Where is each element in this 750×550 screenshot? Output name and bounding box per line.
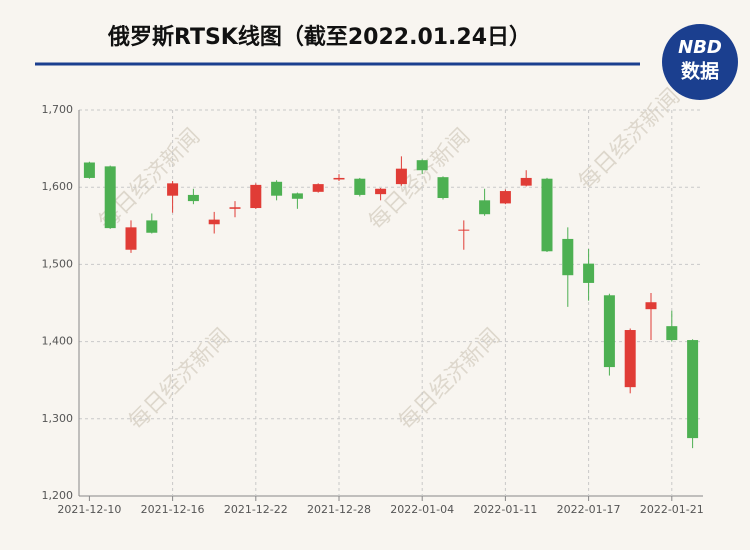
y-tick-label: 1,200 <box>42 489 74 502</box>
candle-body <box>541 178 553 252</box>
x-tick-label: 2022-01-04 <box>390 503 454 516</box>
x-tick-label: 2021-12-16 <box>141 503 205 516</box>
candle-body <box>520 177 532 186</box>
y-tick-label: 1,300 <box>42 412 74 425</box>
logo-bottom: 数据 <box>681 60 719 83</box>
candle-body <box>312 184 324 192</box>
candle-body <box>458 229 470 231</box>
candle-body <box>187 194 199 202</box>
x-tick-label: 2021-12-28 <box>307 503 371 516</box>
candle-body <box>666 326 678 341</box>
candle-body <box>416 160 428 171</box>
candle-body <box>479 200 491 215</box>
x-tick-label: 2022-01-21 <box>640 503 704 516</box>
x-tick-label: 2022-01-11 <box>473 503 537 516</box>
candle-body <box>583 263 595 283</box>
candle-body <box>271 181 283 196</box>
candle-body <box>645 302 657 310</box>
x-tick-label: 2021-12-22 <box>224 503 288 516</box>
y-tick-label: 1,400 <box>42 335 74 348</box>
candle-body <box>624 330 636 388</box>
candle-body <box>146 220 158 233</box>
candle-body <box>354 178 366 195</box>
candle-body <box>395 168 407 185</box>
candle-body <box>499 191 511 204</box>
candle-body <box>208 219 220 225</box>
candle-body <box>603 295 615 368</box>
candle-body <box>375 188 387 195</box>
candle-body <box>229 207 241 209</box>
x-tick-label: 2022-01-17 <box>557 503 621 516</box>
candle-body <box>437 177 449 199</box>
y-tick-label: 1,500 <box>42 257 74 270</box>
candle-body <box>125 227 137 250</box>
logo <box>662 24 738 100</box>
logo-top: NBD <box>678 37 722 58</box>
y-tick-label: 1,600 <box>42 180 74 193</box>
x-tick-label: 2021-12-10 <box>57 503 121 516</box>
candle-body <box>562 238 574 276</box>
chart-title: 俄罗斯RTSK线图（截至2022.01.24日） <box>107 24 531 50</box>
candle-body <box>104 166 116 229</box>
candle-body <box>687 340 699 439</box>
candle-body <box>333 177 345 180</box>
candle-body <box>167 183 179 196</box>
candle-body <box>250 184 262 209</box>
candle-body <box>83 162 95 178</box>
candle-body <box>291 193 303 199</box>
y-tick-label: 1,700 <box>42 103 74 116</box>
